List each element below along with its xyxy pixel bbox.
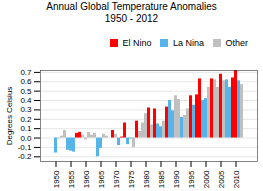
- svg-text:1995: 1995: [187, 169, 196, 187]
- svg-text:0.4: 0.4: [20, 96, 32, 105]
- svg-text:1960: 1960: [82, 169, 91, 187]
- svg-text:1950: 1950: [52, 169, 61, 187]
- svg-text:2010: 2010: [232, 169, 241, 187]
- svg-text:1980: 1980: [142, 169, 151, 187]
- svg-text:0.3: 0.3: [20, 105, 32, 114]
- svg-text:0.5: 0.5: [20, 86, 32, 95]
- html-text:Other: Other: [225, 37, 248, 48]
- svg-text:0.6: 0.6: [20, 77, 32, 86]
- html-text:Annual Global Temperature Anom: Annual Global Temperature Anomalies 1950…: [46, 1, 217, 24]
- svg-text:-0.2: -0.2: [18, 152, 32, 161]
- svg-text:0.1: 0.1: [20, 124, 32, 133]
- svg-text:1965: 1965: [97, 169, 106, 187]
- svg-text:1975: 1975: [127, 169, 136, 187]
- svg-text:1970: 1970: [112, 169, 121, 187]
- svg-text:1955: 1955: [67, 169, 76, 187]
- html-text:La Nina: La Nina: [173, 37, 204, 48]
- svg-text:-0.1: -0.1: [18, 142, 32, 151]
- svg-text:2005: 2005: [217, 169, 226, 187]
- svg-text:0.7: 0.7: [20, 67, 32, 76]
- svg-text:Degrees Celsius: Degrees Celsius: [5, 86, 14, 145]
- svg-text:0.0: 0.0: [20, 133, 32, 142]
- svg-text:2000: 2000: [202, 169, 211, 187]
- svg-text:1985: 1985: [157, 169, 166, 187]
- svg-text:0.2: 0.2: [20, 114, 32, 123]
- svg-text:1990: 1990: [172, 169, 181, 187]
- html-text:El Nino: El Nino: [122, 37, 152, 48]
